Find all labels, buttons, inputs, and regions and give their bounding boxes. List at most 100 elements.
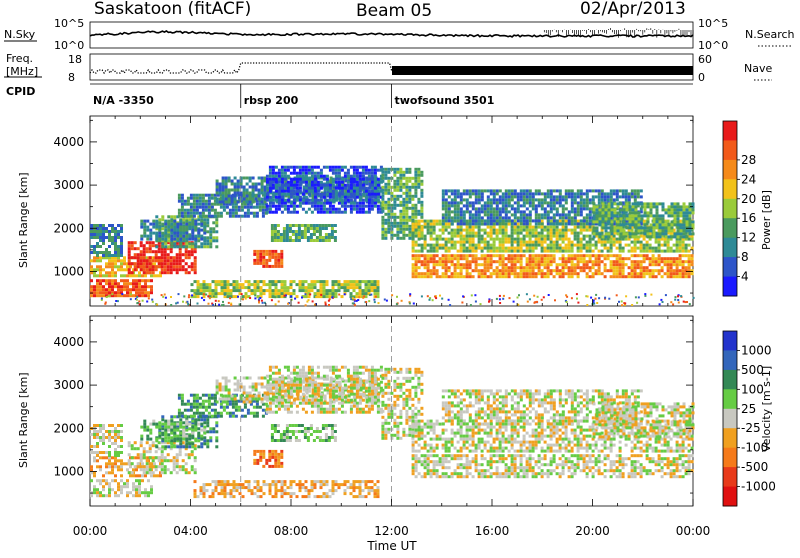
- power-cell: [260, 292, 263, 295]
- power-cell: [237, 180, 240, 183]
- power-cell: [266, 289, 269, 292]
- power-cell: [574, 216, 577, 219]
- power-cell: [460, 213, 463, 216]
- power-cell: [338, 283, 341, 286]
- power-cell: [117, 285, 120, 288]
- power-cell: [583, 229, 586, 232]
- power-cell: [478, 222, 481, 225]
- power-cell: [185, 226, 188, 229]
- power-cell: [656, 232, 659, 235]
- power-cell: [646, 241, 649, 244]
- power-cell: [457, 192, 460, 195]
- power-cell: [550, 269, 553, 272]
- power-cell: [505, 275, 508, 278]
- power-cell: [499, 260, 502, 263]
- power-cell: [517, 250, 520, 253]
- power-cell: [296, 187, 299, 190]
- power-cell: [689, 214, 692, 217]
- power-cell: [496, 198, 499, 201]
- power-cell: [252, 189, 255, 192]
- power-cell: [490, 198, 493, 201]
- power-cell: [402, 234, 405, 237]
- power-cell: [164, 250, 167, 253]
- power-cell: [601, 250, 604, 253]
- power-cell: [251, 283, 254, 286]
- power-cell: [460, 241, 463, 244]
- power-cell: [120, 259, 123, 262]
- power-cell: [293, 205, 296, 208]
- power-cell: [472, 226, 475, 229]
- power-cell: [421, 232, 424, 235]
- power-cell: [185, 235, 188, 238]
- power-cell: [222, 180, 225, 183]
- power-cell: [686, 229, 689, 232]
- power-cell: [335, 190, 338, 193]
- power-cell: [99, 282, 102, 285]
- power-cell: [335, 187, 338, 190]
- power-cell: [445, 238, 448, 241]
- power-cell: [547, 272, 550, 275]
- power-cell: [251, 289, 254, 292]
- power-cell: [281, 178, 284, 181]
- power-cell: [272, 202, 275, 205]
- power-cell: [635, 202, 638, 205]
- power-cell: [463, 210, 466, 213]
- power-cell: [568, 244, 571, 247]
- power-cell: [155, 245, 158, 248]
- power-cell: [541, 198, 544, 201]
- power-cell: [517, 204, 520, 207]
- power-cell: [338, 289, 341, 292]
- power-cell: [586, 272, 589, 275]
- power-cell: [442, 213, 445, 216]
- power-cell: [481, 275, 484, 278]
- power-cell: [427, 250, 430, 253]
- power-cell: [472, 244, 475, 247]
- power-cell: [277, 253, 280, 256]
- power-cell: [305, 202, 308, 205]
- power-cell: [274, 262, 277, 265]
- power-cell: [686, 208, 689, 211]
- power-cell: [208, 197, 211, 200]
- power-cell: [553, 232, 556, 235]
- power-cell: [99, 256, 102, 259]
- power-cell: [626, 217, 629, 220]
- power-cell: [589, 201, 592, 204]
- power-cell: [99, 279, 102, 282]
- power-cell: [111, 259, 114, 262]
- power-cell: [377, 292, 380, 295]
- power-cell: [641, 202, 644, 205]
- power-cell: [144, 291, 147, 294]
- power-cell: [178, 209, 181, 212]
- power-cell: [451, 232, 454, 235]
- power-cell: [114, 285, 117, 288]
- power-cell: [381, 210, 384, 213]
- power-cell: [484, 219, 487, 222]
- power-cell: [523, 189, 526, 192]
- power-cell: [550, 220, 553, 223]
- power-cell: [274, 224, 277, 227]
- power-cell: [656, 217, 659, 220]
- power-cell: [350, 208, 353, 211]
- power-cell: [338, 193, 341, 196]
- power-cell: [418, 257, 421, 260]
- power-cell: [170, 215, 173, 218]
- power-cell: [146, 262, 149, 265]
- power-cell: [141, 279, 144, 282]
- power-cell: [643, 250, 646, 253]
- power-cell: [272, 193, 275, 196]
- power-cell: [662, 226, 665, 229]
- power-cell: [502, 195, 505, 198]
- power-cell: [436, 241, 439, 244]
- power-cell: [460, 257, 463, 260]
- power-cell: [143, 256, 146, 259]
- power-cell: [271, 230, 274, 233]
- power-cell: [562, 260, 565, 263]
- power-cell: [234, 186, 237, 189]
- power-cell: [523, 219, 526, 222]
- power-cell: [475, 254, 478, 257]
- power-cell: [487, 204, 490, 207]
- power-cell: [505, 238, 508, 241]
- power-cell: [332, 172, 335, 175]
- power-cell: [529, 213, 532, 216]
- power-cell: [602, 220, 605, 223]
